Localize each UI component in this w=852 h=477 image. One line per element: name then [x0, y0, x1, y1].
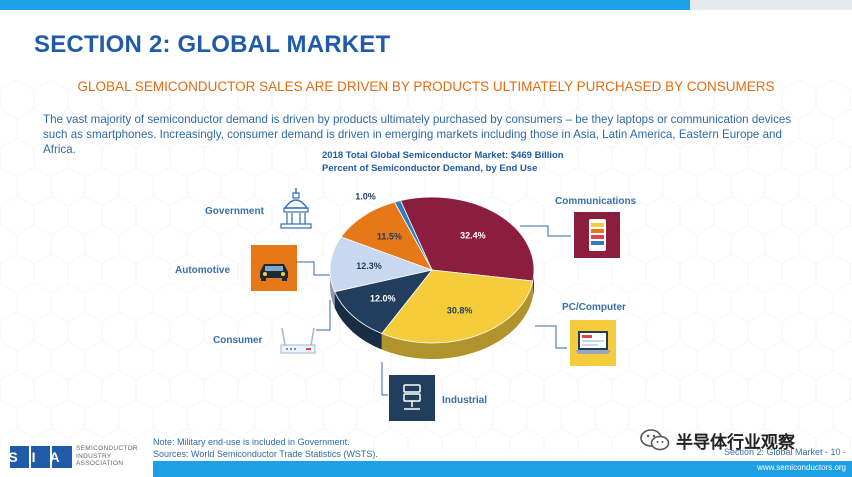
pie-value-label-pc-computer: 30.8%	[447, 306, 473, 316]
router-device-icon	[275, 320, 321, 366]
body-paragraph: The vast majority of semiconductor deman…	[43, 113, 792, 156]
category-label-industrial: Industrial	[442, 395, 488, 406]
page-subtitle: GLOBAL SEMICONDUCTOR SALES ARE DRIVEN BY…	[77, 79, 775, 94]
sia-caption-line-2: INDUSTRY	[76, 452, 112, 460]
wechat-watermark: 半导体行业观察	[640, 428, 795, 452]
category-label-consumer: Consumer	[213, 335, 263, 346]
sia-logo: SIA	[10, 446, 72, 468]
leader-line-pc	[535, 325, 567, 349]
pie-slice-industrial	[334, 269, 434, 335]
laptop-icon	[570, 320, 616, 366]
pie-value-label-government: 1.0%	[355, 191, 376, 201]
chart-title-block: 2018 Total Global Semiconductor Market: …	[322, 150, 564, 175]
top-accent-gray	[690, 0, 852, 10]
sia-caption-line-1: SEMICONDUCTOR	[76, 445, 138, 452]
footer-sources: Sources: World Semiconductor Trade Stati…	[153, 448, 378, 459]
category-label-pc-computer: PC/Computer	[562, 302, 626, 313]
pie-slice-communications	[399, 196, 535, 282]
chart-subtitle: Percent of Semiconductor Demand, by End …	[322, 162, 538, 174]
leader-line-communications	[520, 225, 571, 237]
pie-value-label-communications: 32.4%	[460, 230, 486, 240]
pie-value-label-automotive: 11.5%	[377, 232, 402, 242]
capitol-building-icon	[276, 186, 316, 232]
pie-value-label-consumer: 12.3%	[356, 261, 382, 271]
pie-slice-consumer	[329, 236, 434, 293]
leader-line-consumer	[316, 300, 331, 331]
page-number: Section 2: Global Market - 10 -	[723, 447, 846, 457]
leader-line-automotive	[296, 261, 330, 276]
category-label-automotive: Automotive	[175, 265, 230, 276]
page-title: SECTION 2: GLOBAL MARKET	[34, 31, 391, 58]
wechat-icon	[640, 429, 670, 451]
leader-line-industrial	[381, 362, 388, 396]
pie-slice-side-pc-computer	[381, 280, 533, 359]
category-label-communications: Communications	[555, 196, 637, 207]
category-label-government: Government	[205, 206, 264, 217]
footer-bar	[153, 461, 852, 477]
car-icon	[251, 245, 297, 291]
sia-logo-caption: SEMICONDUCTOR INDUSTRY ASSOCIATION	[76, 445, 138, 468]
chart-title: 2018 Total Global Semiconductor Market: …	[322, 150, 564, 161]
footer-notes: Note: Military end-use is included in Go…	[153, 437, 378, 460]
pie-slice-pc-computer	[381, 269, 534, 344]
pie-slice-government	[393, 200, 433, 271]
pie-slice-side-consumer	[330, 270, 335, 308]
footer-note: Note: Military end-use is included in Go…	[153, 437, 350, 447]
pie-slice-automotive	[340, 201, 433, 271]
sia-caption-line-3: ASSOCIATION	[76, 460, 124, 467]
top-accent-bar	[0, 0, 852, 10]
top-accent-blue	[0, 0, 690, 10]
server-stack-icon	[389, 375, 435, 421]
smartphone-icon	[574, 212, 620, 258]
website-link[interactable]: www.semiconductors.org	[757, 463, 846, 472]
sia-logo-text: SIA	[10, 449, 72, 465]
watermark-text: 半导体行业观察	[676, 432, 795, 452]
pie-value-label-industrial: 12.0%	[370, 293, 396, 303]
